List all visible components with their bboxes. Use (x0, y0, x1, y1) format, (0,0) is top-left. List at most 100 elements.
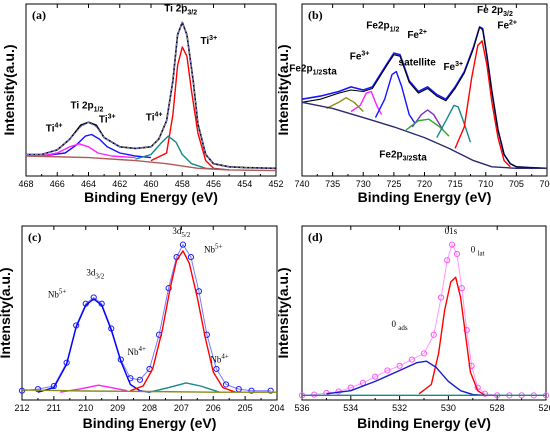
panel-label: (d) (308, 230, 323, 244)
series-line-4 (150, 46, 230, 171)
data-point (430, 331, 437, 338)
x-tick-label: 464 (81, 179, 96, 189)
series-line-6 (405, 118, 450, 137)
peak-annotation: Fe2+ (497, 20, 517, 32)
data-point (458, 285, 465, 292)
x-tick-label: 204 (269, 403, 284, 413)
data-point (179, 241, 187, 248)
data-point (267, 387, 274, 394)
x-tick-label: 730 (356, 179, 371, 189)
x-tick-label: 452 (268, 179, 283, 189)
series-line-1 (37, 298, 150, 393)
series-line-5 (135, 135, 230, 171)
peak-annotation: Ti 2p3/2 (164, 4, 197, 17)
x-tick-label: 205 (238, 403, 253, 413)
series-line-0 (301, 243, 546, 396)
x-tick-label: 211 (47, 403, 61, 413)
y-axis-label: Intensity(a.u.) (275, 267, 291, 358)
x-axis-label: Binding Energy (eV) (83, 415, 217, 431)
x-tick-label: 725 (386, 179, 401, 189)
panel-label: (b) (308, 8, 323, 22)
data-point (90, 294, 97, 301)
data-point (384, 367, 391, 374)
x-tick-label: 700 (539, 179, 550, 189)
x-tick-label: 466 (50, 179, 65, 189)
series-line-0 (21, 243, 271, 392)
x-tick-label: 740 (294, 179, 309, 189)
x-tick-label: 705 (509, 179, 524, 189)
data-point (222, 381, 230, 388)
x-tick-label: 210 (78, 403, 93, 413)
peak-annotation: Fe2p1/2sta (289, 64, 337, 78)
peak-annotation: 0 ads (392, 319, 408, 332)
x-tick-label: 532 (392, 403, 407, 413)
series-line-5 (21, 389, 277, 393)
x-tick-label: 534 (343, 403, 358, 413)
series-line-3 (41, 143, 136, 159)
x-tick-label: 460 (143, 179, 158, 189)
data-point (248, 387, 255, 394)
x-tick-label: 530 (441, 403, 456, 413)
x-tick-label: 454 (237, 179, 252, 189)
peak-annotation: 01s (445, 226, 458, 236)
plot-frame (301, 225, 547, 401)
x-tick-label: 715 (448, 179, 463, 189)
data-point (372, 373, 379, 380)
peak-annotation: Fe2p1/2 (366, 21, 399, 34)
series-line-4 (149, 382, 220, 393)
peak-annotation: Ti3+ (200, 35, 217, 47)
series-line-5 (411, 109, 444, 131)
data-point (448, 241, 456, 248)
x-tick-label: 735 (325, 179, 340, 189)
series-line-2 (326, 360, 486, 396)
data-point (136, 376, 144, 383)
peak-annotation: Nb5+ (204, 242, 223, 254)
chart-panel-c: 212 211 210 209 208 207 206 205 2043d5/2Nb5+3d3/… (0, 225, 285, 431)
x-tick-label: 212 (14, 403, 29, 413)
series-line-1 (26, 21, 277, 169)
data-point (50, 382, 57, 390)
x-axis-label: Binding Energy (eV) (358, 189, 492, 205)
peak-annotation: satellite (399, 57, 437, 68)
series-line-6 (25, 155, 277, 172)
peak-annotation: Nb5+ (48, 287, 67, 299)
data-point (420, 350, 428, 357)
data-point (437, 294, 445, 301)
peak-annotation: Ti3+ (99, 113, 116, 125)
series-line-0 (301, 26, 548, 170)
x-tick-label: 468 (18, 179, 33, 189)
panel-label: (c) (28, 230, 41, 244)
x-tick-label: 528 (490, 403, 505, 413)
series-line-2 (41, 133, 152, 159)
series-line-7 (436, 104, 472, 143)
x-tick-label: 208 (142, 403, 157, 413)
data-point (396, 362, 403, 369)
peak-annotation: Ti 2p1/2 (70, 100, 103, 113)
series-line-3 (374, 70, 416, 125)
y-axis-label: Intensity(a.u.) (275, 44, 291, 135)
chart-panel-d: 536 534 532 530 528 526 01s 0 lat 0 ads (d) Bindin… (275, 225, 550, 431)
peak-annotation: Fe2+ (407, 29, 427, 41)
series-line-8 (454, 40, 511, 168)
x-tick-label: 456 (206, 179, 221, 189)
data-point (444, 257, 451, 264)
panel-label: (a) (32, 8, 46, 22)
peak-annotation: Ti4+ (146, 112, 163, 124)
data-point (453, 250, 461, 258)
x-tick-label: 206 (206, 403, 221, 413)
data-point (165, 285, 172, 292)
peak-annotation: 0 lat (471, 244, 485, 257)
peak-annotation: 3d3/2 (86, 268, 104, 281)
x-axis-label: Binding Energy (eV) (357, 415, 491, 431)
peak-annotation: Fe 2p3/2 (477, 5, 513, 18)
data-point (213, 365, 220, 373)
series-line-1 (418, 276, 486, 396)
peak-annotation: Nb4+ (210, 353, 229, 365)
x-tick-label: 720 (417, 179, 432, 189)
x-tick-label: 209 (110, 403, 125, 413)
peak-annotation: Fe3+ (443, 61, 463, 73)
data-point (187, 253, 195, 261)
peak-annotation: Nb4+ (128, 345, 147, 357)
